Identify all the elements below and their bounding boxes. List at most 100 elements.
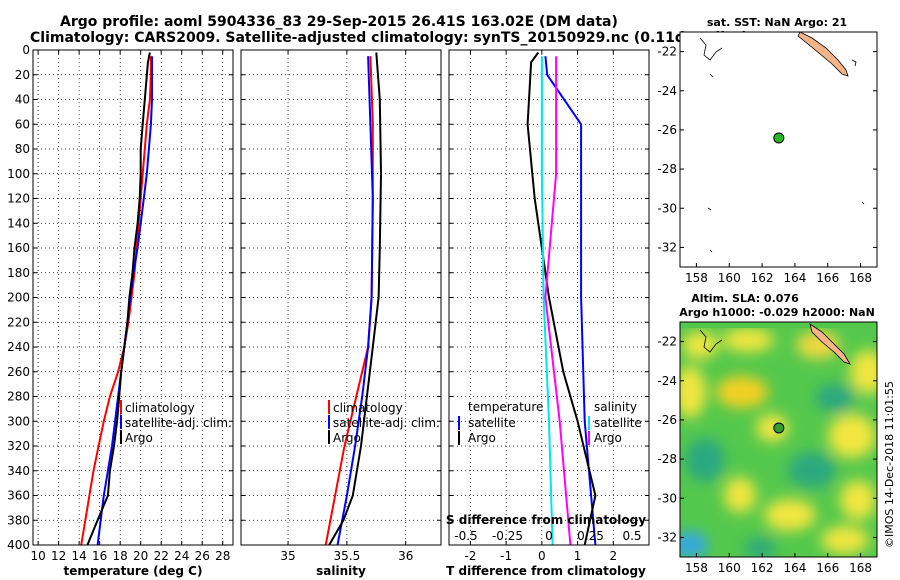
x-tick-label: 0 bbox=[538, 549, 546, 563]
coastline-islet bbox=[709, 249, 713, 253]
y-tick-label: 40 bbox=[15, 93, 30, 107]
difference-panel: -2 -1 0 1 2 T difference from climatology S … bbox=[446, 49, 650, 578]
x-tick-label: 35 bbox=[280, 549, 295, 563]
y-tick-label: 120 bbox=[7, 192, 30, 206]
x-tick-label: 12 bbox=[51, 549, 66, 563]
y-tick-label: 160 bbox=[7, 241, 30, 255]
altimetry-map: Altim. SLA: 0.076 Argo h1000: -0.029 h20… bbox=[657, 292, 878, 575]
y-tick-label: 400 bbox=[7, 538, 30, 552]
temperature-axes-frame bbox=[32, 49, 234, 546]
legend-label-sal-satellite: satellite bbox=[594, 416, 642, 430]
map-y-tick-label: -24 bbox=[657, 374, 677, 388]
y-tick-label: 80 bbox=[15, 142, 30, 156]
temperature-xlabel: temperature (deg C) bbox=[64, 564, 203, 578]
x-tick-label: 10 bbox=[30, 549, 45, 563]
x-tick-label: 22 bbox=[154, 549, 169, 563]
map-y-tick-label: -26 bbox=[657, 413, 677, 427]
new-caledonia-landmass bbox=[809, 323, 851, 365]
temperature-argo-line bbox=[526, 51, 597, 545]
legend-title-temperature: temperature bbox=[468, 400, 543, 414]
y-tick-label: 300 bbox=[7, 414, 30, 428]
temperature-grid bbox=[33, 49, 233, 546]
coastline-islet bbox=[699, 329, 723, 353]
satellite-adj-clim-line bbox=[336, 56, 374, 545]
sst-map-title: sat. SST: NaN Argo: 21 bbox=[707, 16, 847, 29]
map-y-tick-label: -30 bbox=[657, 491, 677, 505]
temperature-satellite-line bbox=[544, 56, 597, 545]
coastline-islet bbox=[851, 59, 857, 67]
map-x-tick-label: 158 bbox=[685, 271, 708, 285]
difference-axes-frame bbox=[448, 49, 650, 546]
sst-map-ticks: 158 160 162 164 166 168 -22 -24 -26 -28 -30 -32 bbox=[657, 45, 877, 285]
salinity-argo-line bbox=[544, 56, 572, 545]
map-x-tick-label: 166 bbox=[816, 271, 839, 285]
map-x-tick-label: 160 bbox=[718, 271, 741, 285]
map-x-tick-label: 162 bbox=[751, 271, 774, 285]
salinity-satellite-line bbox=[540, 56, 554, 545]
y-tick-label: 100 bbox=[7, 167, 30, 181]
argo-position-marker bbox=[773, 422, 785, 434]
imos-watermark: ©IMOS 14-Dec-2018 11:01:55 bbox=[883, 381, 896, 548]
legend-label-climatology: climatology bbox=[333, 401, 403, 415]
argo-line bbox=[86, 52, 151, 545]
salinity-ticks: 35 35.5 36 bbox=[241, 49, 441, 563]
altimetry-map-title-line2: Argo h1000: -0.029 h2000: NaN bbox=[679, 306, 875, 319]
difference-legend-temperature: temperature satellite Argo bbox=[458, 400, 543, 445]
temperature-panel: 10 12 14 16 18 20 22 24 26 2802040608010012014016… bbox=[7, 43, 234, 578]
sst-map-frame bbox=[679, 31, 878, 268]
altimetry-map-title-line1: Altim. SLA: 0.076 bbox=[691, 292, 799, 305]
legend-label-climatology: climatology bbox=[125, 401, 195, 415]
temperature-series bbox=[80, 52, 153, 545]
difference-secondary-ticks: -0.5 -0.25 0 0.25 0.5 bbox=[454, 529, 641, 543]
x-tick-label: 20 bbox=[133, 549, 148, 563]
difference-xlabel: T difference from climatology bbox=[446, 564, 646, 578]
legend-label-satellite: satellite-adj. clim. bbox=[125, 416, 232, 430]
figure-title-line2: Climatology: CARS2009. Satellite-adjuste… bbox=[30, 30, 748, 46]
temperature-legend: climatology satellite-adj. clim. Argo bbox=[120, 400, 232, 445]
salinity-series bbox=[324, 52, 382, 545]
y-tick-label: 380 bbox=[7, 513, 30, 527]
map-x-tick-label: 164 bbox=[783, 561, 806, 575]
map-x-tick-label: 168 bbox=[849, 271, 872, 285]
x-tick-label: 26 bbox=[195, 549, 210, 563]
altimetry-map-ticks: 158 160 162 164 166 168 -22 -24 -26 -28 -30 -32 bbox=[657, 335, 877, 575]
y-tick-label: 260 bbox=[7, 365, 30, 379]
map-x-tick-label: 168 bbox=[849, 561, 872, 575]
y-tick-label: 320 bbox=[7, 439, 30, 453]
x-tick-label: -1 bbox=[500, 549, 512, 563]
argo-line bbox=[328, 52, 382, 545]
secondary-x-tick-label: -0.25 bbox=[492, 529, 523, 543]
legend-title-salinity: salinity bbox=[594, 400, 637, 414]
x-tick-label: -2 bbox=[464, 549, 476, 563]
map-x-tick-label: 162 bbox=[751, 561, 774, 575]
x-tick-label: 16 bbox=[92, 549, 107, 563]
map-x-tick-label: 160 bbox=[718, 561, 741, 575]
salinity-grid bbox=[241, 49, 441, 546]
sst-map: sat. SST: NaN Argo: 21 158 160 162 164 166 16… bbox=[657, 16, 878, 285]
salinity-panel: 35 35.5 36 salinity climatology satellite-… bbox=[240, 49, 442, 578]
coastline-islet bbox=[861, 201, 865, 205]
map-y-tick-label: -24 bbox=[657, 84, 677, 98]
secondary-x-tick-label: 0.5 bbox=[622, 529, 641, 543]
x-tick-label: 18 bbox=[113, 549, 128, 563]
legend-label-temp-satellite: satellite bbox=[468, 416, 516, 430]
salinity-axes-frame bbox=[240, 49, 442, 546]
coastline-islet bbox=[709, 73, 714, 78]
y-tick-label: 360 bbox=[7, 489, 30, 503]
secondary-x-tick-label: 0 bbox=[545, 529, 553, 543]
x-tick-label: 14 bbox=[72, 549, 87, 563]
y-tick-label: 0 bbox=[22, 43, 30, 57]
map-y-tick-label: -22 bbox=[657, 335, 677, 349]
map-y-tick-label: -32 bbox=[657, 530, 677, 544]
map-y-tick-label: -22 bbox=[657, 45, 677, 59]
x-tick-label: 24 bbox=[174, 549, 189, 563]
new-caledonia-landmass bbox=[797, 31, 849, 77]
map-y-tick-label: -30 bbox=[657, 201, 677, 215]
difference-secondary-xlabel: S difference from climatology bbox=[446, 513, 646, 527]
y-tick-label: 60 bbox=[15, 117, 30, 131]
sla-anomalies bbox=[680, 328, 877, 557]
x-tick-label: 28 bbox=[215, 549, 230, 563]
y-tick-label: 240 bbox=[7, 340, 30, 354]
map-y-tick-label: -28 bbox=[657, 162, 677, 176]
x-tick-label: 2 bbox=[609, 549, 617, 563]
